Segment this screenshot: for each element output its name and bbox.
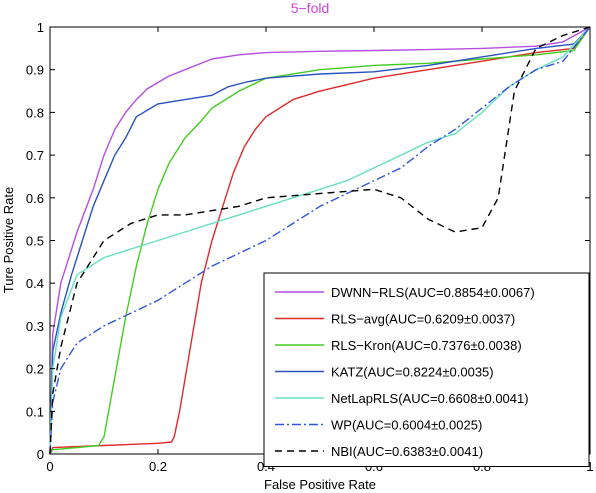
y-tick-label: 0.4 [26, 276, 44, 291]
x-tick-label: 0 [46, 459, 53, 474]
legend-label: NBI(AUC=0.6383±0.0041) [331, 444, 483, 459]
y-tick-label: 0.7 [26, 148, 44, 163]
series-line-6 [49, 26, 591, 455]
y-tick-label: 0.3 [26, 319, 44, 334]
series-line-4 [49, 26, 591, 455]
legend-label: NetLapRLS(AUC=0.6608±0.0041) [331, 391, 529, 406]
y-tick-label: 1 [37, 20, 44, 35]
y-tick-label: 0 [37, 447, 44, 462]
y-tick-label: 0.2 [26, 362, 44, 377]
series-line-3 [49, 26, 591, 455]
legend-label: RLS−avg(AUC=0.6209±0.0037) [331, 312, 515, 327]
legend-box [263, 272, 590, 467]
y-tick-label: 0.6 [26, 191, 44, 206]
y-tick-label: 0.9 [26, 63, 44, 78]
roc-curves [49, 26, 591, 455]
series-line-0 [49, 26, 591, 455]
y-tick-label: 0.8 [26, 105, 44, 120]
legend: DWNN−RLS(AUC=0.8854±0.0067) RLS−avg(AUC=0… [263, 272, 590, 467]
y-tick-label: 0.5 [26, 234, 44, 249]
chart-title: 5−fold [291, 0, 330, 16]
x-axis-label: False Positive Rate [264, 477, 376, 492]
x-tick-label: 1 [586, 459, 593, 474]
legend-label: RLS−Kron(AUC=0.7376±0.0038) [331, 338, 522, 353]
series-line-5 [49, 26, 591, 455]
series-line-1 [49, 26, 591, 455]
legend-label: KATZ(AUC=0.8224±0.0035) [331, 365, 494, 380]
x-tick-label: 0.2 [149, 459, 167, 474]
y-tick-label: 0.1 [26, 404, 44, 419]
legend-label: DWNN−RLS(AUC=0.8854±0.0067) [331, 285, 535, 300]
y-axis-label: Ture Positive Rate [1, 187, 16, 293]
legend-label: WP(AUC=0.6004±0.0025) [331, 418, 482, 433]
